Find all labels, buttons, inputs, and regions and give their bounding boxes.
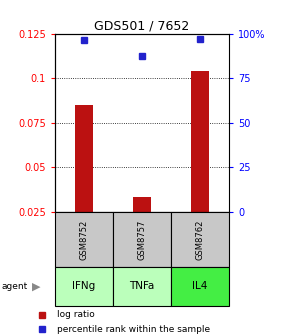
Text: GSM8762: GSM8762 — [195, 219, 205, 260]
Text: TNFa: TNFa — [129, 282, 155, 291]
Bar — [75, 105, 93, 212]
Bar — [171, 267, 229, 306]
Bar — [133, 198, 151, 212]
Bar — [171, 212, 229, 267]
Text: percentile rank within the sample: percentile rank within the sample — [57, 325, 210, 334]
Bar — [191, 71, 209, 212]
Text: log ratio: log ratio — [57, 310, 95, 320]
Text: GSM8752: GSM8752 — [79, 219, 89, 259]
Bar — [113, 212, 171, 267]
Text: agent: agent — [1, 282, 28, 291]
Bar — [113, 267, 171, 306]
Text: GSM8757: GSM8757 — [137, 219, 147, 260]
Text: ▶: ▶ — [32, 282, 41, 291]
Bar — [55, 212, 113, 267]
Text: IL4: IL4 — [192, 282, 208, 291]
Text: IFNg: IFNg — [72, 282, 96, 291]
Bar — [55, 267, 113, 306]
Title: GDS501 / 7652: GDS501 / 7652 — [95, 19, 190, 33]
